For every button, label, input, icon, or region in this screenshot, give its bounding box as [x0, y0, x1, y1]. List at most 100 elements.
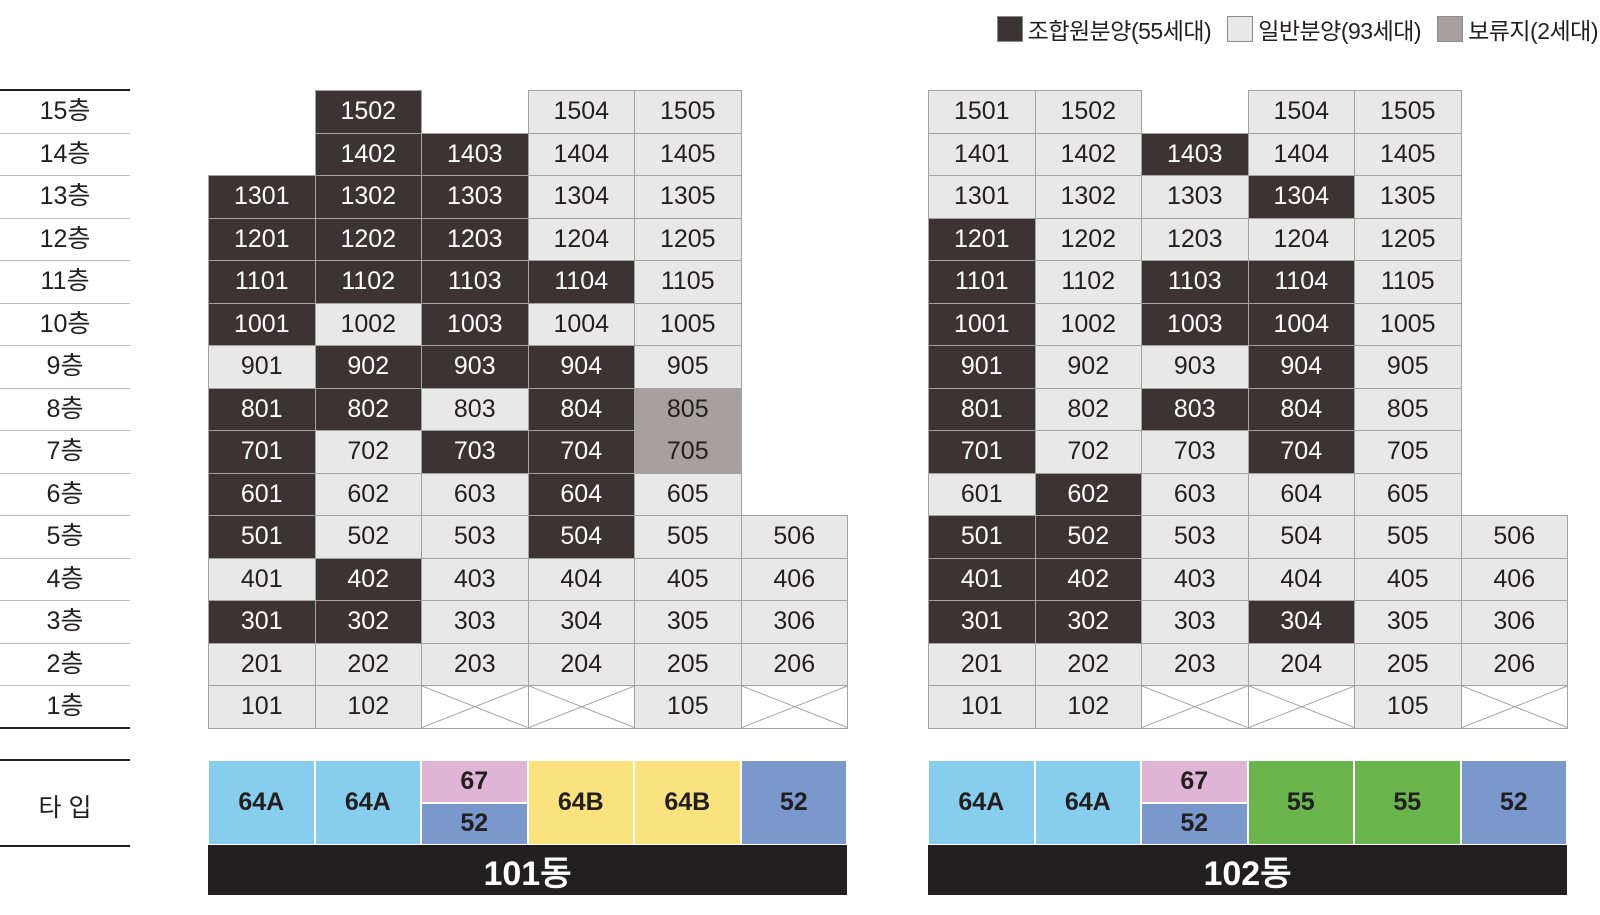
unit-cell: 1001	[208, 302, 316, 346]
unit-cell: 1402	[314, 132, 422, 176]
unit-cell: 1404	[1247, 132, 1355, 176]
legend-item-reserved: 보류지(2세대)	[1437, 12, 1598, 46]
unit-cell: 505	[1354, 515, 1462, 559]
unit-cell: 102	[314, 685, 422, 729]
floor-label: 15층	[39, 97, 91, 125]
floor-label: 13층	[39, 182, 91, 210]
unit-cell: 801	[928, 387, 1036, 431]
unit-cell: 1502	[314, 90, 422, 134]
unit-cell: 703	[421, 430, 529, 474]
legend-swatch	[996, 16, 1023, 42]
unit-cell: 303	[421, 600, 529, 644]
unit-cell: 1105	[1354, 260, 1462, 304]
unit-cell: 301	[208, 600, 316, 644]
unit-cell: 1005	[1354, 302, 1462, 346]
unit-cell: 506	[740, 515, 848, 559]
unit-cell: 903	[1141, 345, 1249, 389]
type-divider-top	[0, 759, 130, 761]
unit-cell: 206	[1460, 642, 1568, 686]
no-unit-x-icon	[1142, 686, 1248, 728]
floor-label: 11층	[40, 267, 90, 295]
unit-type-cell: 55	[1354, 760, 1461, 845]
unit-cell: 1502	[1034, 90, 1142, 134]
unit-cell: 301	[928, 600, 1036, 644]
unit-cell: 901	[928, 345, 1036, 389]
unit-cell: 101	[208, 685, 316, 729]
unit-cell: 1003	[1141, 302, 1249, 346]
unit-cell: 1103	[421, 260, 529, 304]
unit-cell: 501	[208, 515, 316, 559]
unit-cell: 1305	[634, 175, 742, 219]
unit-type-cell: 52	[1460, 760, 1567, 845]
unit-cell: 902	[314, 345, 422, 389]
unit-cell: 1303	[1141, 175, 1249, 219]
unit-cell: 705	[1354, 430, 1462, 474]
floor-divider	[0, 345, 130, 346]
unit-cell: 402	[1034, 557, 1142, 601]
unit-cell: 704	[1247, 430, 1355, 474]
unit-cell: 701	[928, 430, 1036, 474]
unit-cell: 406	[1460, 557, 1568, 601]
unit-cell: 1301	[208, 175, 316, 219]
unit-cell: 205	[1354, 642, 1462, 686]
unit-cell: 1303	[421, 175, 529, 219]
unit-cell: 605	[634, 472, 742, 516]
unit-cell: 404	[1247, 557, 1355, 601]
unit-cell-none	[1141, 685, 1249, 729]
unit-cell: 1401	[928, 132, 1036, 176]
unit-cell: 1203	[1141, 217, 1249, 261]
floor-divider	[0, 175, 130, 176]
floor-divider	[0, 600, 130, 601]
unit-type-cell: 52	[421, 802, 528, 845]
unit-cell: 101	[928, 685, 1036, 729]
legend-label: 조합원분양(55세대)	[1027, 18, 1212, 44]
unit-cell: 1104	[1247, 260, 1355, 304]
building-102: 1501 1502 1504 1505 1401 1402 1403 1404 1405 1301…	[928, 0, 1568, 915]
unit-cell: 802	[314, 387, 422, 431]
unit-type-cell: 64A	[208, 760, 315, 845]
no-unit-x-icon	[422, 686, 528, 728]
unit-cell: 206	[740, 642, 848, 686]
unit-cell: 304	[527, 600, 635, 644]
building-name: 102동	[928, 845, 1567, 895]
floor-divider	[0, 685, 130, 686]
unit-cell: 1005	[634, 302, 742, 346]
floor-label: 1층	[46, 692, 84, 720]
unit-cell: 401	[208, 557, 316, 601]
floor-divider	[0, 472, 130, 474]
unit-cell: 704	[527, 430, 635, 474]
unit-cell: 905	[634, 345, 742, 389]
unit-cell: 1205	[634, 217, 742, 261]
unit-type-cell: 64A	[1034, 760, 1141, 845]
unit-cell: 605	[1354, 472, 1462, 516]
unit-type-cell: 52	[740, 760, 847, 845]
legend-swatch	[1437, 16, 1464, 42]
unit-cell: 803	[1141, 387, 1249, 431]
unit-cell: 302	[314, 600, 422, 644]
unit-cell: 303	[1141, 600, 1249, 644]
no-unit-x-icon	[1462, 686, 1568, 728]
unit-cell: 1002	[314, 302, 422, 346]
unit-cell: 1202	[314, 217, 422, 261]
unit-cell: 1304	[527, 175, 635, 219]
unit-cell: 602	[1034, 472, 1142, 516]
floor-divider	[0, 217, 130, 219]
unit-type-cell: 67	[421, 760, 528, 803]
legend-swatch	[1227, 16, 1254, 42]
legend-label: 일반분양(93세대)	[1258, 18, 1422, 44]
unit-cell: 502	[314, 515, 422, 559]
unit-cell: 1102	[1034, 260, 1142, 304]
unit-cell: 305	[1354, 600, 1462, 644]
unit-cell: 1403	[421, 132, 529, 176]
unit-cell: 1104	[527, 260, 635, 304]
legend-label: 보류지(2세대)	[1468, 18, 1598, 44]
unit-type-cell: 67	[1141, 760, 1248, 803]
unit-cell: 803	[421, 387, 529, 431]
unit-cell: 105	[634, 685, 742, 729]
unit-cell-none	[527, 685, 635, 729]
floor-labels: 15층 14층 13층 12층 11층 10층 9층 8층 7층 6층 5층 4층 3층 2층 1층 타 입	[0, 0, 130, 915]
floor-label: 14층	[39, 139, 91, 168]
legend-item-union: 조합원분양(55세대)	[996, 12, 1212, 46]
unit-cell: 201	[208, 642, 316, 686]
unit-cell: 1505	[634, 90, 742, 134]
